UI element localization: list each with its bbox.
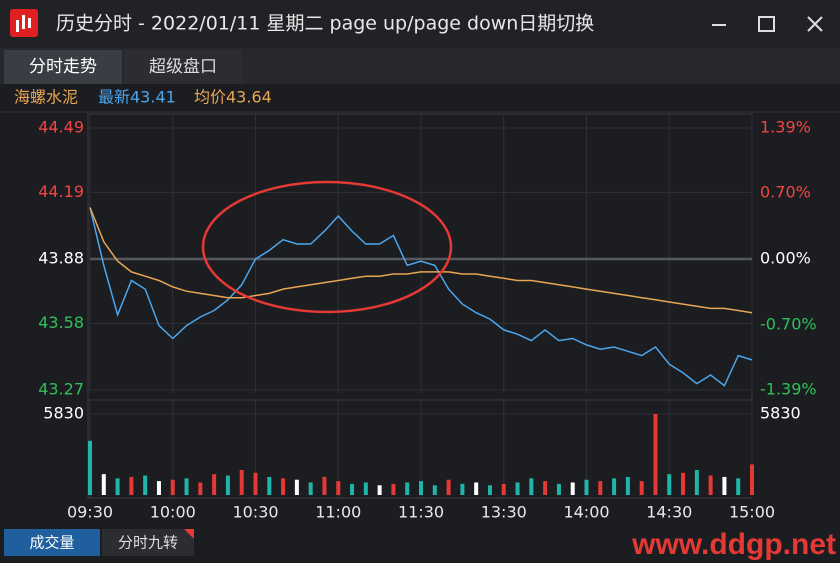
volume-bar: [722, 476, 727, 495]
volume-bar: [212, 474, 217, 495]
volume-bar: [474, 482, 479, 495]
maximize-button[interactable]: [758, 16, 775, 32]
x-tick-label: 14:30: [646, 503, 692, 522]
volume-bar: [694, 469, 699, 495]
volume-bar: [294, 479, 299, 495]
volume-bar: [708, 475, 713, 495]
x-tick-label: 11:00: [315, 503, 361, 522]
tab-corner: [184, 529, 194, 539]
volume-bar: [322, 476, 327, 495]
bottom-tab[interactable]: 成交量: [29, 534, 74, 552]
volume-bar: [391, 483, 396, 495]
volume-bar: [170, 479, 175, 495]
volume-bar: [253, 472, 258, 495]
volume-bar: [239, 469, 244, 495]
bottom-tab[interactable]: 分时九转: [118, 534, 178, 552]
volume-bar: [225, 475, 230, 495]
volume-bar: [336, 481, 341, 495]
tab-active[interactable]: [4, 50, 122, 84]
x-tick-label: 09:30: [67, 503, 113, 522]
volume-bar: [501, 483, 506, 495]
tab[interactable]: 超级盘口: [149, 57, 217, 77]
volume-bar: [570, 482, 575, 495]
volume-bar: [556, 483, 561, 495]
volume-bar: [350, 483, 355, 495]
volume-bar: [281, 478, 286, 495]
icon-candle: [16, 20, 19, 32]
volume-bar: [88, 440, 92, 495]
volume-bar: [598, 481, 603, 495]
volume-bar: [529, 478, 534, 495]
y2-tick-label: 0.00%: [760, 249, 811, 268]
x-tick-label: 14:00: [563, 503, 609, 522]
volume-bar: [584, 479, 589, 495]
volume-bar: [515, 482, 520, 495]
y-tick-label: 44.19: [38, 182, 84, 201]
bottom-tab[interactable]: [102, 529, 194, 556]
bottom-tab-active[interactable]: [4, 529, 100, 556]
y2-tick-label: 0.70%: [760, 183, 811, 202]
stock-name: 海螺水泥: [14, 88, 78, 107]
volume-bar: [198, 482, 203, 495]
volume-bar: [143, 475, 148, 495]
latest-price: 最新43.41: [98, 88, 176, 107]
volume-bar: [308, 482, 313, 495]
volume-bar: [639, 481, 644, 495]
icon-candle: [22, 15, 25, 29]
volume-bar: [115, 478, 120, 495]
x-tick-label: 10:30: [232, 503, 278, 522]
volume-bar: [101, 474, 106, 495]
y-tick-label: 43.88: [38, 249, 84, 268]
plots: 44.49 44.19 43.88 43.58 43.27 1.39% 0.70% 0.00%…: [38, 113, 817, 522]
volume-bar: [653, 414, 658, 495]
y-tick-label: 44.49: [38, 118, 84, 137]
y-tick-label: 43.58: [38, 313, 84, 332]
volume-bar: [625, 476, 630, 495]
y2-tick-label: 1.39%: [760, 118, 811, 137]
volume-bar: [432, 485, 437, 495]
volume-bar: [543, 481, 548, 495]
volume-bar: [363, 482, 368, 495]
x-tick-label: 15:00: [729, 503, 775, 522]
volume-bar: [460, 483, 465, 495]
volume-bar: [667, 474, 672, 495]
tab[interactable]: [124, 50, 242, 84]
volume-bar: [487, 485, 492, 495]
window-title: 历史分时 - 2022/01/11 星期二 page up/page down日…: [56, 13, 594, 35]
price-line: [89, 207, 753, 314]
volume-bar: [419, 481, 423, 495]
average-price: 均价43.64: [194, 88, 272, 107]
volume-bar: [377, 485, 382, 495]
y-tick-label: 43.27: [38, 380, 84, 399]
tab[interactable]: 分时走势: [29, 57, 97, 77]
highlight-circle: [201, 180, 453, 314]
y2-tick-label: -1.39%: [760, 380, 817, 399]
y2-tick-label: 5830: [760, 404, 801, 423]
x-tick-label: 11:30: [398, 503, 444, 522]
watermark: www.ddgp.net: [631, 528, 836, 561]
volume-bar: [184, 478, 189, 495]
volume-bar: [750, 464, 754, 495]
volume-bar: [612, 478, 617, 495]
volume-bar: [736, 478, 741, 495]
x-tick-label: 13:30: [481, 503, 527, 522]
price-line: [89, 207, 753, 387]
volume-bar: [267, 476, 272, 495]
volume-bar: [156, 481, 161, 495]
volume-bar: [681, 472, 686, 495]
y2-tick-label: -0.70%: [760, 314, 817, 333]
volume-bar: [446, 479, 451, 495]
y-tick-label: 5830: [43, 404, 84, 423]
volume-bar: [129, 476, 134, 495]
close-button[interactable]: [807, 16, 823, 32]
icon-candle: [28, 18, 31, 28]
x-tick-label: 10:00: [150, 503, 196, 522]
title-bar: [0, 0, 840, 48]
volume-bar: [405, 482, 410, 495]
